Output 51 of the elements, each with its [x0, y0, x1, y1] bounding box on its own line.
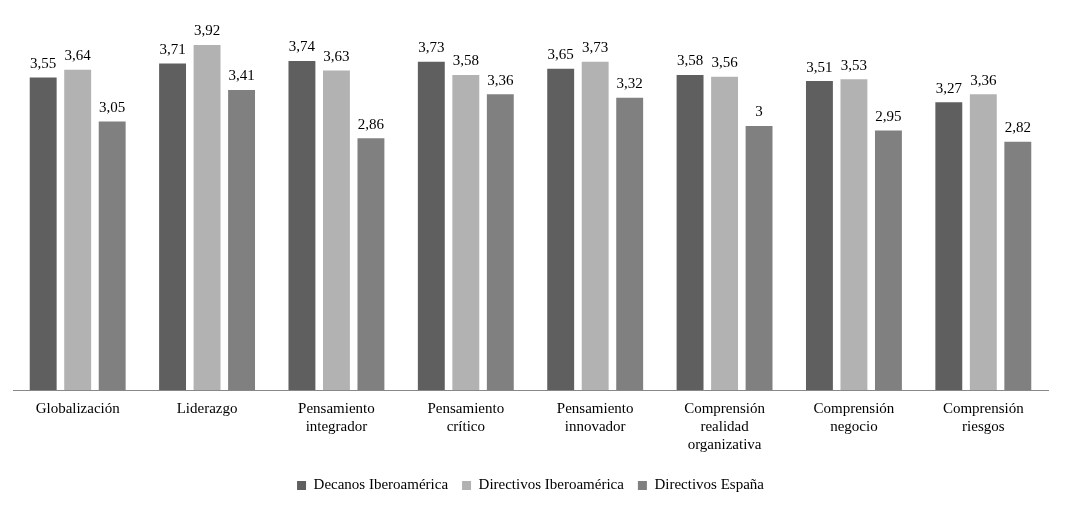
data-label: 3,92 — [193, 22, 221, 39]
bar — [581, 61, 609, 390]
x-tick-label: Globalización — [35, 399, 121, 416]
bar — [193, 45, 221, 390]
data-label: 3,32 — [616, 75, 643, 92]
x-tick-label: Comprensión realidad organizativa — [684, 399, 766, 452]
data-label: 3 — [755, 103, 763, 120]
bar — [29, 77, 57, 390]
data-label: 3,73 — [418, 39, 445, 56]
data-label: 3,51 — [806, 58, 833, 75]
bar — [417, 61, 445, 390]
bar — [452, 74, 480, 390]
legend-label: Directivos Iberoamérica — [478, 476, 625, 493]
data-label: 3,36 — [487, 71, 514, 88]
data-label: 3,74 — [288, 38, 316, 55]
data-label: 2,86 — [357, 115, 385, 132]
bar — [805, 81, 833, 390]
bar — [711, 76, 739, 390]
x-tick-label: Pensamiento integrador — [298, 399, 375, 434]
x-tick-label: Pensamiento innovador — [556, 399, 634, 434]
data-label: 3,64 — [64, 47, 92, 64]
data-label: 3,55 — [30, 55, 57, 72]
data-label: 3,63 — [323, 48, 350, 64]
data-label: 2,82 — [1004, 119, 1031, 136]
bar — [547, 68, 575, 390]
bar — [676, 74, 704, 390]
data-label: 3,65 — [547, 46, 574, 63]
data-label: 3,27 — [935, 79, 963, 96]
x-tick-label: Comprensión negocio — [813, 399, 895, 434]
data-label: 3,05 — [99, 99, 126, 116]
data-label: 2,95 — [875, 107, 902, 124]
data-label: 3,56 — [711, 54, 739, 71]
data-label: 3,58 — [676, 52, 704, 69]
bar — [840, 79, 868, 390]
data-label: 3,53 — [840, 56, 868, 73]
bar — [159, 63, 187, 390]
data-label: 3,41 — [228, 67, 255, 84]
legend-label: Directivos España — [654, 476, 765, 493]
x-tick-label: Liderazgo — [176, 399, 238, 416]
data-label: 3,36 — [970, 71, 997, 88]
data-label: 3,71 — [159, 40, 186, 57]
bar — [322, 70, 350, 390]
bar — [288, 60, 316, 390]
data-label: 3,58 — [452, 52, 479, 69]
bar — [935, 102, 963, 390]
bar — [64, 69, 92, 390]
data-label: 3,73 — [582, 39, 609, 56]
legend-label: Decanos Iberoamérica — [313, 476, 449, 493]
x-tick-label: Pensamiento crítico — [427, 399, 505, 434]
x-tick-label: Comprensión riesgos — [942, 399, 1025, 434]
bar — [969, 94, 997, 390]
